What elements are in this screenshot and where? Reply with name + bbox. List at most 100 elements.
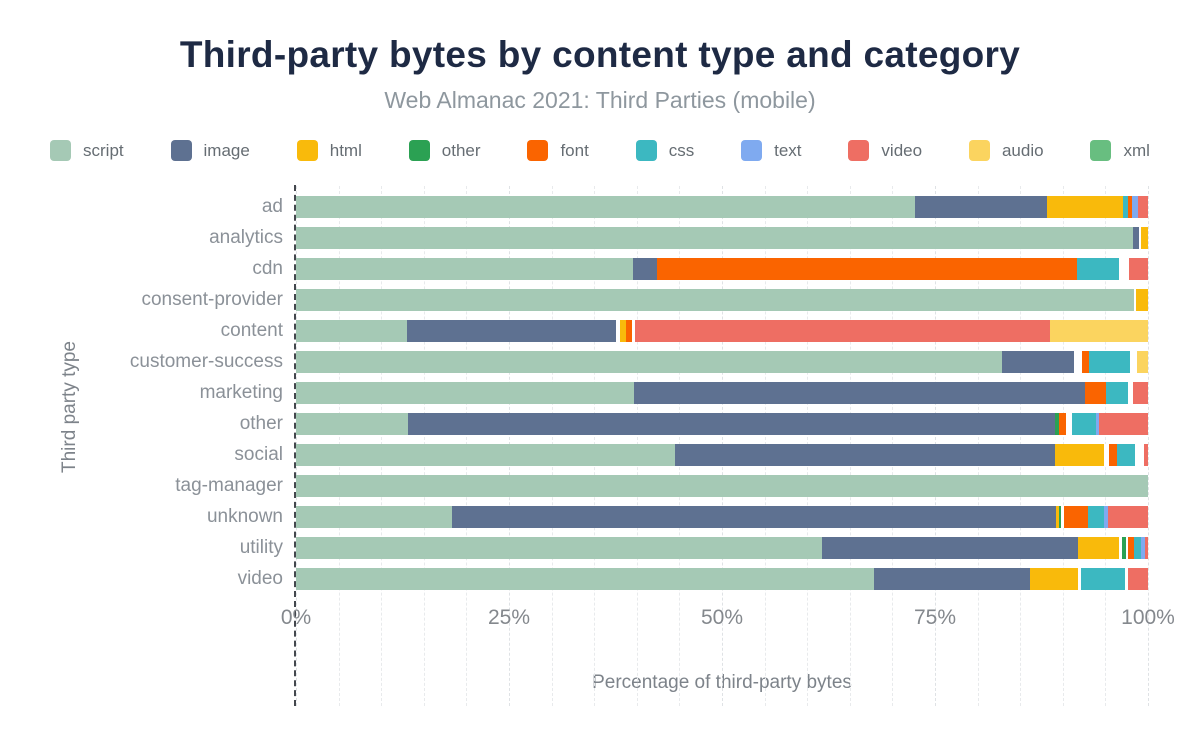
bar-segment-image[interactable]	[1002, 350, 1074, 373]
legend-item-font[interactable]: font	[527, 140, 589, 161]
bar-segment-text[interactable]	[1141, 536, 1146, 559]
bar-segment-html[interactable]	[1030, 567, 1079, 590]
bar-segment-video[interactable]	[1145, 536, 1148, 559]
legend-item-video[interactable]: video	[848, 140, 922, 161]
bar-segment-font[interactable]	[1127, 536, 1135, 559]
bar-track	[296, 474, 1148, 497]
bar-segment-audio[interactable]	[1136, 350, 1148, 373]
bar-row-other	[296, 408, 1148, 439]
bar-segment-script[interactable]	[296, 567, 874, 590]
bar-segment-script[interactable]	[296, 474, 1148, 497]
bar-segment-script[interactable]	[296, 350, 1003, 373]
bar-segment-video[interactable]	[1099, 412, 1148, 435]
legend-swatch-icon	[968, 140, 990, 161]
bar-segment-video[interactable]	[1128, 567, 1148, 590]
bar-segment-video[interactable]	[1132, 381, 1148, 404]
legend-item-xml[interactable]: xml	[1090, 140, 1150, 161]
bar-segment-image[interactable]	[634, 381, 1085, 404]
legend-item-html[interactable]: html	[296, 140, 362, 161]
bar-segment-css[interactable]	[1089, 350, 1131, 373]
bar-row-tag-manager	[296, 470, 1148, 501]
bar-segment-script[interactable]	[296, 536, 822, 559]
y-axis-category-label: content	[220, 319, 283, 341]
bar-segment-video[interactable]	[1137, 195, 1148, 218]
bar-segment-css[interactable]	[1077, 257, 1119, 280]
legend-item-script[interactable]: script	[50, 140, 124, 161]
legend-label: text	[774, 140, 802, 160]
y-axis-category-label: unknown	[206, 505, 283, 527]
bar-segment-script[interactable]	[296, 257, 633, 280]
bar-segment-audio[interactable]	[1049, 319, 1148, 342]
bar-segment-other[interactable]	[1055, 412, 1059, 435]
bar-segment-html[interactable]	[1141, 226, 1148, 249]
bar-row-cdn	[296, 253, 1148, 284]
bar-segment-video[interactable]	[1143, 443, 1148, 466]
bar-segment-font[interactable]	[657, 257, 1078, 280]
bar-segment-css[interactable]	[1134, 536, 1142, 559]
bar-segment-script[interactable]	[296, 505, 452, 528]
bar-row-customer-success	[296, 346, 1148, 377]
bar-segment-gap	[1133, 288, 1137, 311]
bar-segment-video[interactable]	[1107, 505, 1148, 528]
bar-segment-css[interactable]	[1080, 567, 1125, 590]
bar-segment-font[interactable]	[1058, 412, 1067, 435]
bar-segment-image[interactable]	[1132, 226, 1139, 249]
legend-item-audio[interactable]: audio	[968, 140, 1044, 161]
bar-segment-font[interactable]	[1108, 443, 1118, 466]
bar-segment-image[interactable]	[451, 505, 1056, 528]
bar-segment-text[interactable]	[1131, 195, 1138, 218]
bar-segment-font[interactable]	[625, 319, 632, 342]
bar-segment-image[interactable]	[406, 319, 617, 342]
bar-segment-html[interactable]	[1046, 195, 1124, 218]
bar-segment-font[interactable]	[1063, 505, 1089, 528]
bar-segment-html[interactable]	[1136, 288, 1148, 311]
bar-segment-other[interactable]	[1121, 536, 1126, 559]
bar-segment-text[interactable]	[1095, 412, 1100, 435]
bar-segment-html[interactable]	[1078, 536, 1119, 559]
plot-area: 0% 25% 50% 75% 100% Percentage of third-part…	[281, 185, 1175, 706]
y-axis-category-label: tag-manager	[175, 474, 283, 496]
bar-segment-html[interactable]	[1055, 443, 1104, 466]
bar-segment-html[interactable]	[619, 319, 626, 342]
bar-segment-script[interactable]	[296, 381, 635, 404]
bar-track	[296, 567, 1148, 590]
bar-segment-image[interactable]	[821, 536, 1079, 559]
bar-segment-script[interactable]	[296, 288, 1134, 311]
y-axis-category-label: utility	[239, 536, 283, 558]
bar-segment-font[interactable]	[1082, 350, 1090, 373]
legend-item-text[interactable]: text	[741, 140, 802, 161]
bar-segment-script[interactable]	[296, 412, 409, 435]
bar-segment-gap	[1073, 350, 1083, 373]
bar-segment-css[interactable]	[1088, 505, 1104, 528]
bar-row-unknown	[296, 501, 1148, 532]
bar-segment-css[interactable]	[1106, 381, 1128, 404]
bar-track	[296, 443, 1148, 466]
bar-segment-css[interactable]	[1117, 443, 1136, 466]
legend-label: audio	[1001, 140, 1044, 160]
bar-segment-html[interactable]	[1055, 505, 1059, 528]
bar-segment-font[interactable]	[1084, 381, 1107, 404]
legend-item-image[interactable]: image	[170, 140, 250, 161]
bar-segment-video[interactable]	[1129, 257, 1148, 280]
bar-segment-image[interactable]	[632, 257, 658, 280]
bar-segment-other[interactable]	[1058, 505, 1062, 528]
bar-segment-gap	[1078, 567, 1081, 590]
bar-segment-script[interactable]	[296, 195, 916, 218]
bar-segment-script[interactable]	[296, 443, 676, 466]
bar-segment-image[interactable]	[915, 195, 1047, 218]
bar-segment-script[interactable]	[296, 319, 407, 342]
legend-item-other[interactable]: other	[408, 140, 481, 161]
bar-segment-css[interactable]	[1072, 412, 1096, 435]
bar-segment-script[interactable]	[296, 226, 1133, 249]
bar-segment-image[interactable]	[408, 412, 1056, 435]
bar-segment-font[interactable]	[1127, 195, 1132, 218]
bar-segment-css[interactable]	[1123, 195, 1128, 218]
legend-item-css[interactable]: css	[635, 140, 694, 161]
bar-segment-gap	[1125, 536, 1128, 559]
bar-segment-image[interactable]	[873, 567, 1031, 590]
bar-segment-image[interactable]	[675, 443, 1056, 466]
bar-track	[296, 195, 1148, 218]
legend-label: video	[881, 140, 923, 160]
bar-segment-video[interactable]	[635, 319, 1050, 342]
x-axis-tick-label: 50%	[700, 606, 744, 629]
